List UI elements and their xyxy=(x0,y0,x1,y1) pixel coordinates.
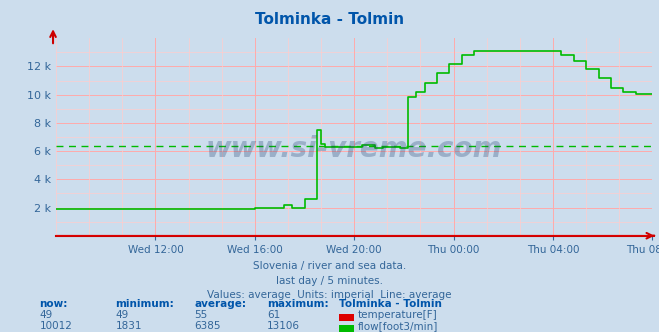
Text: Slovenia / river and sea data.: Slovenia / river and sea data. xyxy=(253,261,406,271)
Text: average:: average: xyxy=(194,299,246,309)
Text: www.si-vreme.com: www.si-vreme.com xyxy=(206,135,502,163)
Text: minimum:: minimum: xyxy=(115,299,174,309)
Text: Tolminka - Tolmin: Tolminka - Tolmin xyxy=(255,12,404,27)
Text: 55: 55 xyxy=(194,310,208,320)
Text: maximum:: maximum: xyxy=(267,299,329,309)
Text: 10012: 10012 xyxy=(40,321,72,331)
Text: now:: now: xyxy=(40,299,68,309)
Text: 6385: 6385 xyxy=(194,321,221,331)
Text: flow[foot3/min]: flow[foot3/min] xyxy=(358,321,438,331)
Text: temperature[F]: temperature[F] xyxy=(358,310,438,320)
Text: last day / 5 minutes.: last day / 5 minutes. xyxy=(276,276,383,286)
Text: 1831: 1831 xyxy=(115,321,142,331)
Text: 61: 61 xyxy=(267,310,280,320)
Text: 49: 49 xyxy=(40,310,53,320)
Text: 49: 49 xyxy=(115,310,129,320)
Text: Values: average  Units: imperial  Line: average: Values: average Units: imperial Line: av… xyxy=(207,290,452,300)
Text: 13106: 13106 xyxy=(267,321,300,331)
Text: Tolminka - Tolmin: Tolminka - Tolmin xyxy=(339,299,442,309)
